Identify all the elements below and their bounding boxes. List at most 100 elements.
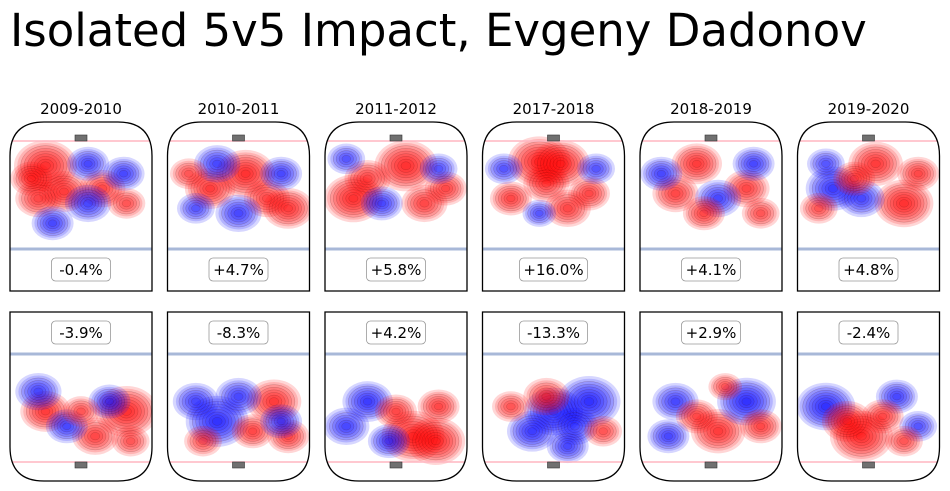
negative-contour bbox=[670, 397, 681, 406]
negative-contour bbox=[24, 380, 53, 404]
positive-contour bbox=[270, 421, 307, 451]
positive-contour bbox=[696, 414, 740, 449]
positive-contour bbox=[802, 195, 835, 222]
negative-contour bbox=[732, 390, 761, 414]
positive-contour bbox=[271, 194, 305, 222]
season-title: 2018-2019 bbox=[670, 100, 752, 118]
positive-contour bbox=[101, 391, 152, 432]
negative-contour bbox=[720, 380, 773, 423]
positive-contour bbox=[526, 380, 567, 413]
negative-contour bbox=[42, 215, 63, 232]
negative-contour bbox=[104, 397, 114, 406]
positive-contour bbox=[686, 408, 707, 425]
positive-contour bbox=[696, 207, 712, 220]
positive-contour bbox=[661, 182, 690, 205]
negative-contour bbox=[530, 392, 577, 431]
negative-contour bbox=[363, 188, 400, 219]
rink-outline bbox=[481, 121, 626, 292]
negative-contour bbox=[218, 380, 259, 413]
negative-contour bbox=[707, 189, 730, 208]
positive-contour bbox=[555, 159, 566, 168]
positive-contour bbox=[745, 413, 777, 440]
defense-heatmap bbox=[797, 312, 940, 481]
positive-contour bbox=[24, 172, 39, 185]
negative-contour bbox=[899, 411, 938, 442]
positive-contour bbox=[265, 190, 310, 227]
negative-contour bbox=[499, 164, 509, 173]
negative-contour bbox=[856, 194, 867, 203]
positive-contour bbox=[53, 182, 75, 201]
negative-contour bbox=[265, 160, 297, 187]
negative-contour bbox=[878, 381, 916, 412]
negative-contour bbox=[815, 155, 837, 173]
positive-contour bbox=[713, 377, 738, 397]
positive-contour bbox=[40, 407, 51, 416]
positive-contour bbox=[268, 192, 308, 225]
positive-contour bbox=[184, 168, 236, 209]
negative-contour bbox=[647, 419, 690, 454]
negative-contour bbox=[18, 375, 59, 408]
negative-contour bbox=[326, 410, 367, 443]
defense-heatmap bbox=[482, 312, 625, 481]
negative-contour bbox=[215, 194, 262, 232]
negative-contour bbox=[695, 179, 742, 218]
positive-contour bbox=[431, 400, 446, 413]
negative-contour bbox=[811, 394, 841, 419]
positive-contour bbox=[535, 174, 558, 193]
positive-contour bbox=[85, 174, 120, 203]
negative-contour bbox=[818, 176, 848, 201]
negative-contour bbox=[698, 182, 739, 215]
impact-label-box bbox=[838, 257, 899, 282]
negative-contour bbox=[817, 399, 834, 414]
negative-contour bbox=[179, 195, 212, 222]
negative-contour bbox=[21, 377, 56, 406]
positive-contour bbox=[526, 167, 567, 200]
negative-contour bbox=[368, 192, 395, 214]
positive-contour bbox=[584, 189, 594, 198]
negative-contour bbox=[381, 435, 397, 448]
positive-contour bbox=[699, 209, 709, 217]
negative-contour bbox=[68, 187, 109, 220]
positive-contour bbox=[747, 415, 774, 437]
negative-contour bbox=[496, 162, 512, 175]
positive-contour bbox=[741, 198, 780, 229]
positive-contour bbox=[511, 139, 568, 185]
positive-contour bbox=[202, 182, 218, 195]
negative-contour bbox=[518, 420, 546, 443]
positive-contour bbox=[388, 405, 404, 418]
negative-contour bbox=[348, 385, 388, 418]
positive-contour bbox=[17, 142, 74, 189]
positive-contour bbox=[500, 398, 522, 415]
positive-contour bbox=[394, 421, 432, 452]
positive-contour bbox=[20, 145, 71, 187]
positive-contour bbox=[675, 399, 718, 434]
positive-contour bbox=[21, 184, 56, 213]
positive-contour bbox=[111, 399, 142, 424]
positive-contour bbox=[543, 149, 578, 178]
negative-contour bbox=[735, 392, 758, 411]
positive-contour bbox=[20, 391, 71, 432]
negative-contour bbox=[83, 199, 93, 208]
negative-contour bbox=[31, 206, 74, 241]
positive-contour bbox=[225, 157, 266, 191]
positive-contour bbox=[540, 147, 581, 181]
negative-contour bbox=[904, 415, 932, 438]
positive-contour bbox=[671, 143, 722, 185]
positive-contour bbox=[172, 160, 205, 187]
negative-contour bbox=[655, 385, 696, 418]
negative-contour bbox=[841, 182, 882, 215]
positive-contour bbox=[413, 194, 436, 213]
positive-contour bbox=[47, 178, 81, 205]
negative-contour bbox=[583, 397, 595, 406]
negative-contour bbox=[875, 379, 918, 414]
positive-contour bbox=[256, 387, 292, 417]
negative-contour bbox=[370, 426, 408, 456]
positive-contour bbox=[113, 192, 140, 215]
positive-contour bbox=[91, 179, 114, 198]
negative-contour bbox=[743, 155, 764, 172]
positive-contour bbox=[836, 415, 887, 457]
positive-contour bbox=[30, 153, 61, 179]
positive-contour bbox=[111, 425, 150, 457]
positive-contour bbox=[272, 423, 304, 449]
positive-contour bbox=[400, 161, 412, 171]
